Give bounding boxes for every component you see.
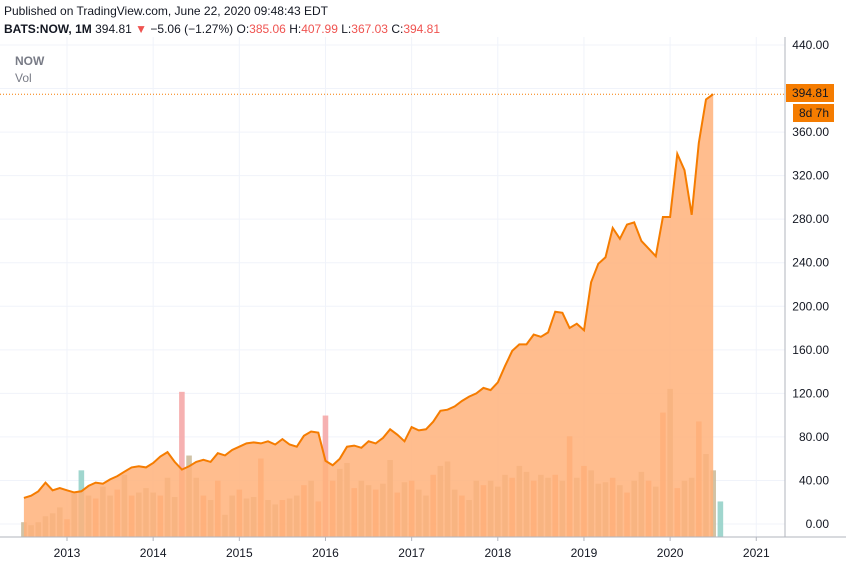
price-tag-value: 394.81 bbox=[792, 86, 829, 100]
symbol-label: BATS:NOW, 1M bbox=[4, 22, 92, 36]
y-tick-label: 80.00 bbox=[799, 430, 829, 444]
legend-volume[interactable]: Vol bbox=[15, 71, 32, 85]
close-label: C: bbox=[391, 22, 404, 36]
volume-bar bbox=[179, 391, 185, 537]
high-label: H: bbox=[289, 22, 302, 36]
x-tick-label: 2016 bbox=[312, 546, 339, 560]
x-tick-label: 2013 bbox=[54, 546, 81, 560]
open-label: O: bbox=[236, 22, 250, 36]
down-arrow-icon: ▼ bbox=[135, 22, 148, 36]
price-change: −5.06 (−1.27%) bbox=[150, 22, 234, 36]
high-value: 407.99 bbox=[301, 22, 338, 36]
time-axis[interactable]: 2013 2014 2015 2016 2017 2018 2019 2020 2021 bbox=[54, 537, 770, 560]
y-tick-label: 240.00 bbox=[792, 256, 829, 270]
y-tick-label: 280.00 bbox=[792, 212, 829, 226]
y-tick-label: 200.00 bbox=[792, 299, 829, 313]
open-value: 385.06 bbox=[249, 22, 286, 36]
published-caption: Published on TradingView.com, June 22, 2… bbox=[4, 4, 328, 18]
y-tick-label: 320.00 bbox=[792, 169, 829, 183]
x-tick-label: 2014 bbox=[140, 546, 167, 560]
low-label: L: bbox=[341, 22, 352, 36]
y-tick-label: 360.00 bbox=[792, 125, 829, 139]
y-tick-label: 40.00 bbox=[799, 473, 829, 487]
volume-bar bbox=[717, 501, 724, 537]
ohlc-header: BATS:NOW, 1M 394.81 ▼ −5.06 (−1.27%) O:3… bbox=[4, 22, 440, 36]
price-line bbox=[23, 93, 714, 499]
low-value: 367.03 bbox=[351, 22, 388, 36]
x-tick-label: 2018 bbox=[484, 546, 511, 560]
x-tick-label: 2019 bbox=[571, 546, 598, 560]
x-tick-label: 2021 bbox=[743, 546, 770, 560]
y-tick-label: 0.00 bbox=[806, 517, 830, 531]
price-axis[interactable]: 440.00400.00360.00320.00280.00240.00200.… bbox=[792, 38, 829, 531]
x-tick-label: 2017 bbox=[398, 546, 425, 560]
y-tick-label: 160.00 bbox=[792, 343, 829, 357]
last-price: 394.81 bbox=[95, 22, 132, 36]
price-tag-box bbox=[786, 84, 834, 102]
x-tick-label: 2015 bbox=[226, 546, 253, 560]
countdown-value: 8d 7h bbox=[799, 106, 829, 120]
price-area bbox=[23, 94, 714, 537]
legend-symbol[interactable]: NOW bbox=[15, 54, 45, 68]
x-tick-label: 2020 bbox=[657, 546, 684, 560]
price-tag: 394.81 8d 7h bbox=[786, 84, 834, 122]
y-tick-label: 440.00 bbox=[792, 38, 829, 52]
countdown-box bbox=[793, 104, 834, 122]
y-tick-label: 120.00 bbox=[792, 386, 829, 400]
close-value: 394.81 bbox=[403, 22, 441, 36]
